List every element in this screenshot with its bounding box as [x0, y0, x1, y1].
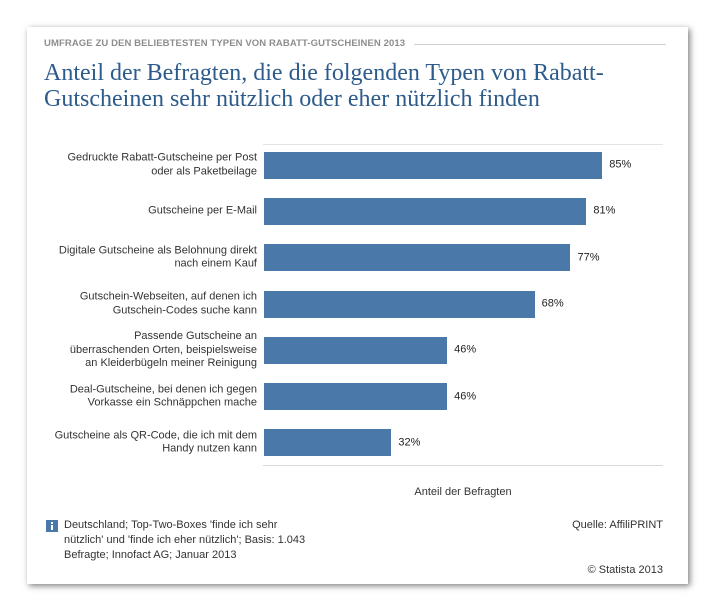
- category-label-6: Deal-Gutscheine, bei denen ich gegen Vor…: [69, 383, 257, 409]
- category-label-1: Gedruckte Rabatt-Gutscheine per Post ode…: [67, 151, 257, 178]
- value-label-6: 46%: [454, 390, 477, 403]
- source-credit: Quelle: AffiliPRINT: [572, 519, 663, 531]
- bar-2: [264, 197, 587, 225]
- info-icon: [46, 519, 58, 532]
- kicker-divider: [414, 43, 666, 45]
- value-label-5: 46%: [454, 343, 477, 356]
- category-label-7: Gutscheine als QR-Code, die ich mit dem …: [54, 429, 257, 455]
- category-label-2: Gutscheine per E-Mail: [148, 204, 257, 217]
- bar-4: [264, 290, 535, 318]
- x-axis-title: Anteil der Befragten: [414, 486, 512, 498]
- value-label-7: 32%: [398, 436, 421, 449]
- value-label-4: 68%: [541, 297, 564, 310]
- category-label-5: Passende Gutscheine an überraschenden Or…: [69, 330, 257, 370]
- bar-1: [264, 151, 603, 179]
- bar-3: [264, 244, 571, 272]
- value-label-2: 81%: [593, 204, 616, 217]
- category-label-4: Gutschein-Webseiten, auf denen ich Gutsc…: [79, 290, 257, 317]
- bar-7: [264, 429, 392, 457]
- value-label-1: 85%: [609, 158, 632, 171]
- bar-6: [264, 383, 448, 411]
- footnote: Deutschland; Top-Two-Boxes 'finde ich se…: [64, 519, 306, 561]
- category-label-3: Digitale Gutscheine als Belohnung direkt…: [58, 244, 257, 270]
- bar-5: [264, 336, 448, 364]
- value-label-3: 77%: [577, 251, 600, 264]
- chart-kicker: UMFRAGE ZU DEN BELIEBTESTEN TYPEN VON RA…: [44, 38, 406, 49]
- chart-kicker-row: UMFRAGE ZU DEN BELIEBTESTEN TYPEN VON RA…: [44, 38, 666, 50]
- plot-area: [263, 144, 663, 466]
- copyright: © Statista 2013: [587, 564, 663, 576]
- chart-title: Anteil der Befragten, die die folgenden …: [44, 60, 604, 112]
